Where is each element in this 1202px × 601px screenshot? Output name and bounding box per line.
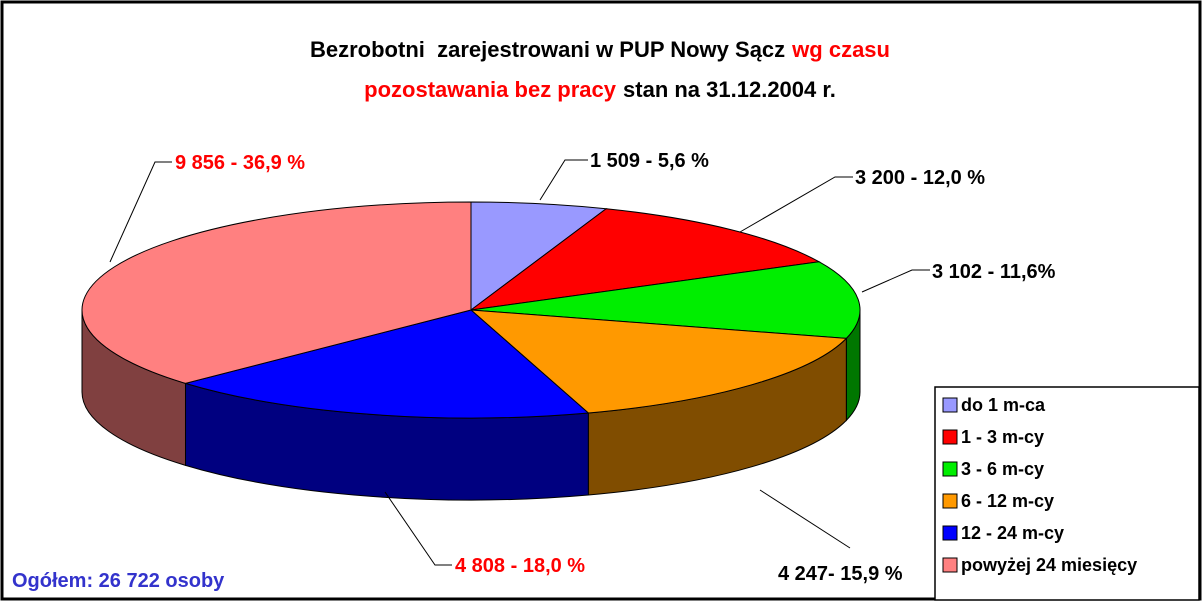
title-part: stan na 31.12.2004 r.: [623, 77, 836, 102]
leader-line: [539, 159, 588, 201]
legend-label: 1 - 3 m-cy: [961, 427, 1044, 447]
leader-line: [759, 489, 851, 549]
legend-label: do 1 m-ca: [961, 395, 1046, 415]
total-note: Ogółem: 26 722 osoby: [12, 570, 225, 592]
leader-line: [861, 269, 930, 293]
pie-slice: [183, 309, 590, 419]
pie-slice: [81, 201, 472, 384]
pie-slice: [470, 208, 821, 311]
chart-title: pozostawania bez pracy stan na 31.12.2004…: [364, 77, 836, 102]
leader-line: [109, 161, 172, 263]
legend-label: 6 - 12 m-cy: [961, 491, 1054, 511]
pie-slice: [469, 309, 848, 414]
legend-box: [934, 386, 1200, 601]
legend-swatch: [942, 493, 958, 509]
title-part: pozostawania bez pracy: [364, 77, 617, 102]
legend-label: 3 - 6 m-cy: [961, 459, 1044, 479]
data-label: 3 200 - 12,0 %: [855, 167, 985, 189]
pie-slice: [470, 201, 608, 311]
pie-slice: [470, 261, 861, 339]
leader-line: [384, 491, 452, 566]
legend-label: powyżej 24 miesięcy: [961, 555, 1137, 575]
data-label: 4 247- 15,9 %: [778, 563, 903, 585]
legend-label: 12 - 24 m-cy: [961, 523, 1064, 543]
leader-line: [739, 176, 853, 233]
legend-swatch: [942, 557, 958, 573]
data-label: 9 856 - 36,9 %: [175, 152, 305, 174]
chart-title: Bezrobotni zarejestrowani w PUP Nowy Sąc…: [310, 37, 890, 62]
legend-swatch: [942, 397, 958, 413]
legend-swatch: [942, 461, 958, 477]
data-label: 3 102 - 11,6%: [932, 261, 1056, 283]
legend-swatch: [942, 525, 958, 541]
title-part: Bezrobotni zarejestrowani w PUP Nowy Sąc…: [310, 37, 785, 62]
data-label: 1 509 - 5,6 %: [590, 150, 709, 172]
title-part: wg czasu: [791, 37, 890, 62]
legend-swatch: [942, 429, 958, 445]
data-label: 4 808 - 18,0 %: [455, 555, 585, 577]
